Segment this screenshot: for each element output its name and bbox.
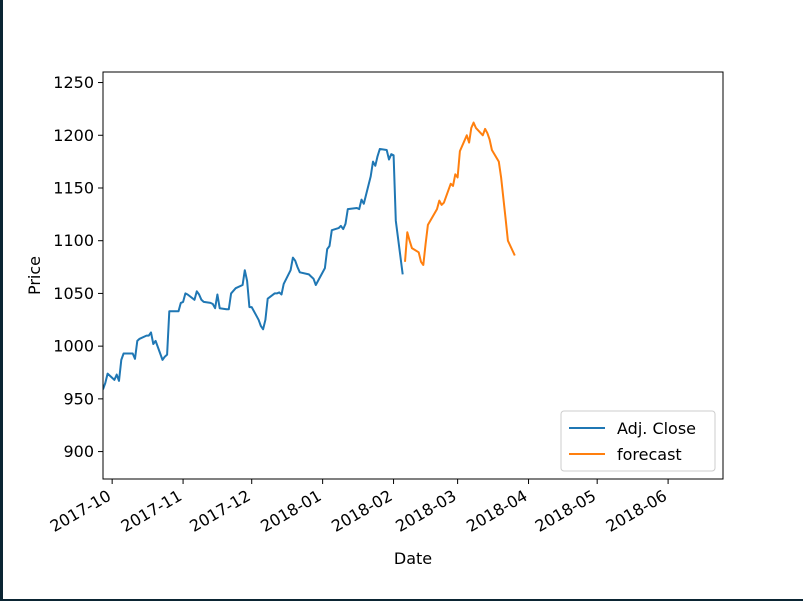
- x-tick-label: 2017-11: [118, 486, 185, 536]
- x-tick-label: 2018-04: [463, 486, 530, 536]
- axes-frame: [102, 71, 724, 480]
- legend: Adj. Close forecast: [560, 410, 716, 472]
- y-tick-label: 1200: [53, 126, 94, 145]
- x-axis: 2017-10 2017-11 2017-12 2018-01 2018-022018-…: [47, 479, 670, 536]
- y-tick-label: 1100: [53, 231, 94, 250]
- series-line-1: [103, 148, 404, 390]
- y-tick-label: 950: [63, 389, 94, 408]
- legend-label-2: forecast: [617, 445, 682, 464]
- x-tick-label: 2018-06: [603, 486, 670, 536]
- legend-box: [560, 410, 716, 472]
- x-tick-label: 2018-03: [392, 486, 459, 536]
- y-tick-label: 1050: [53, 284, 94, 303]
- x-tick-label: 2018-01: [257, 486, 324, 536]
- y-tick-label: 900: [63, 442, 94, 461]
- series-line-2: [404, 121, 516, 266]
- x-tick-label: 2017-10: [47, 486, 114, 536]
- y-tick-label: 1000: [53, 337, 94, 356]
- legend-label-1: Adj. Close: [617, 419, 696, 438]
- y-tick-label: 1150: [53, 178, 94, 197]
- y-axis: 900 950 1000 1050 1100 1150 1200 1250: [53, 73, 103, 461]
- series-layer: [103, 121, 516, 390]
- x-tick-label: 2018-02: [328, 486, 395, 536]
- x-axis-label: Date: [394, 549, 432, 568]
- x-tick-label: 2017-12: [186, 486, 253, 536]
- y-tick-label: 1250: [53, 73, 94, 92]
- y-axis-label: Price: [25, 256, 44, 295]
- x-tick-label: 2018-05: [532, 486, 599, 536]
